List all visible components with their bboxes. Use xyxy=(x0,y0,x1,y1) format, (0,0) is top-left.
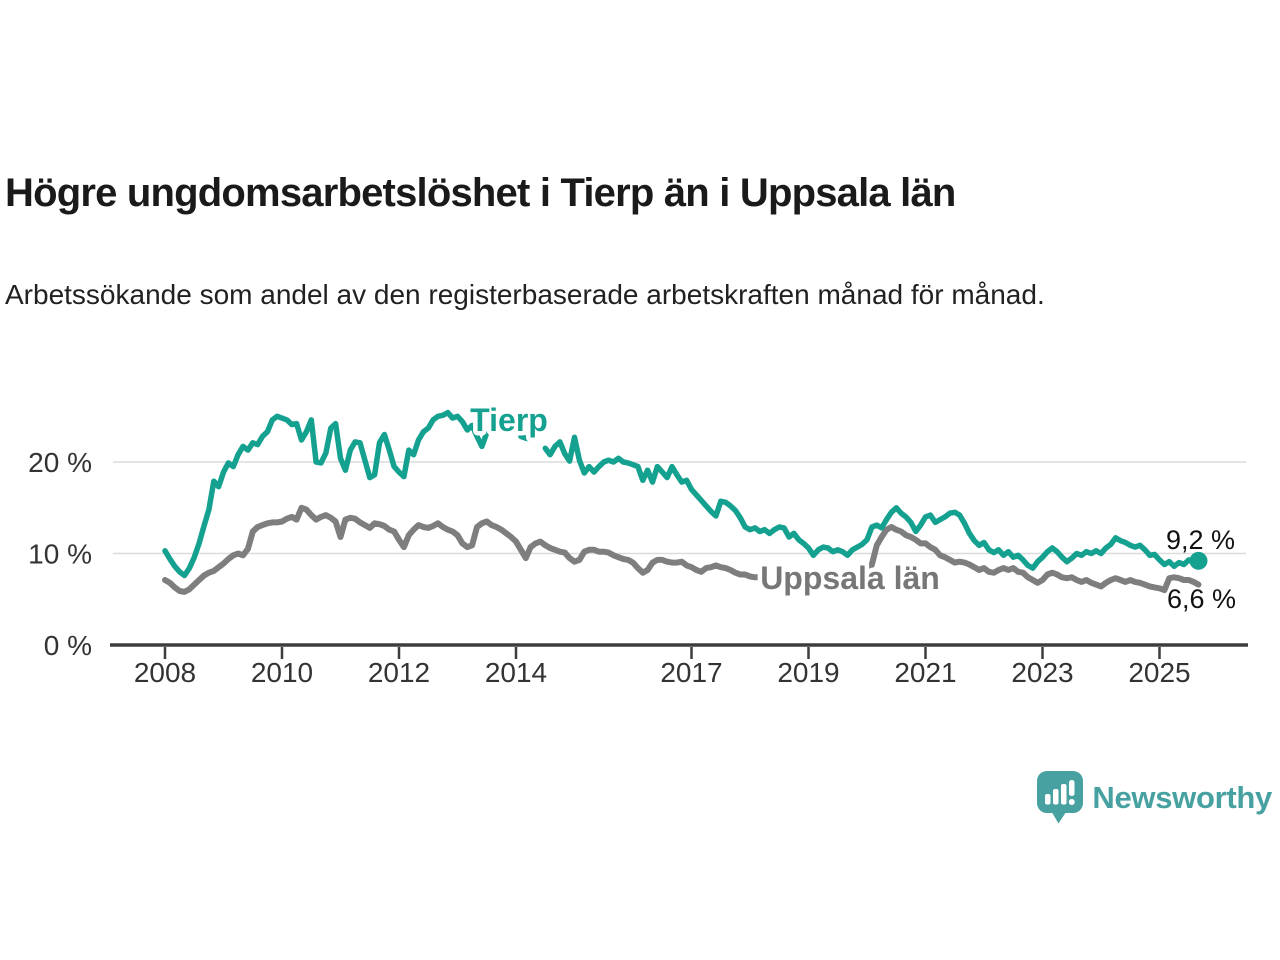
page-subtitle: Arbetssökande som andel av den registerb… xyxy=(5,279,1045,310)
x-axis-tick-label: 2021 xyxy=(894,657,956,688)
series-line-uppsala xyxy=(864,524,1202,594)
series-line-uppsala xyxy=(162,504,763,595)
tierp-line-label: Tierp xyxy=(470,402,548,438)
newsworthy-wordmark: Newsworthy xyxy=(1092,779,1272,815)
series-line-tierp xyxy=(162,409,490,579)
uppsala-line-label: Uppsala län xyxy=(760,560,940,596)
bar-chart-glyph xyxy=(1045,780,1076,805)
x-axis-tick-label: 2014 xyxy=(485,657,547,688)
tierp-latest-value-label: 9,2 % xyxy=(1166,525,1235,555)
x-axis-tick-label: 2010 xyxy=(251,657,313,688)
x-axis-tick-label: 2023 xyxy=(1011,657,1073,688)
x-axis-tick-label: 2019 xyxy=(777,657,839,688)
uppsala-latest-value-label: 6,6 % xyxy=(1167,584,1236,614)
speech-bubble-shape xyxy=(1037,771,1084,824)
series-line-tierp xyxy=(542,434,1202,571)
x-axis-tick-label: 2017 xyxy=(660,657,722,688)
x-axis-tick-label: 2012 xyxy=(368,657,430,688)
x-axis-tick-label: 2008 xyxy=(134,657,196,688)
newsworthy-logo: Newsworthy xyxy=(1037,771,1272,824)
x-axis-tick-label: 2025 xyxy=(1128,657,1190,688)
y-axis-tick-label: 20 % xyxy=(28,447,92,478)
tierp-latest-value-dot xyxy=(1189,551,1208,570)
y-axis-tick-label: 10 % xyxy=(28,539,92,570)
series-line-tierp xyxy=(518,433,534,442)
y-axis-tick-label: 0 % xyxy=(44,630,92,661)
newsworthy-bubble-icon xyxy=(1037,771,1084,824)
page-title: Högre ungdomsarbetslöshet i Tierp än i U… xyxy=(5,170,956,215)
